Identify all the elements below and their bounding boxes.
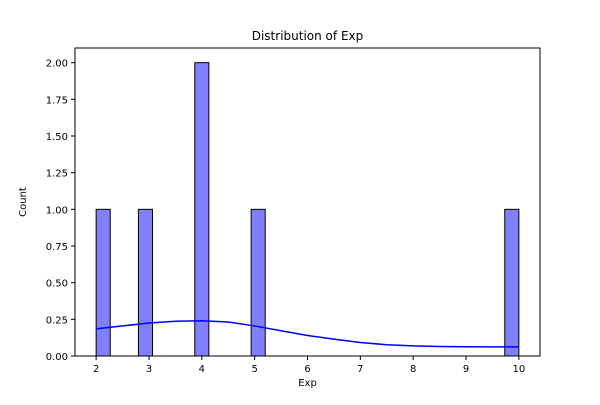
kde-line — [96, 320, 519, 348]
y-tick-label: 1.25 — [46, 169, 68, 180]
histogram-bar-1 — [137, 208, 154, 357]
x-tick-label: 9 — [463, 364, 469, 375]
y-tick-label: 0.00 — [46, 352, 68, 363]
y-axis-label: Count — [18, 187, 29, 217]
x-axis-label: Exp — [298, 378, 317, 389]
kde-layer — [96, 320, 519, 348]
y-tick-label: 2.00 — [46, 59, 68, 70]
histogram-bar-3 — [250, 208, 266, 357]
histogram-bar-0 — [95, 208, 111, 357]
x-tick-label: 10 — [512, 364, 525, 375]
x-tick-label: 7 — [357, 364, 363, 375]
x-tick-label: 8 — [410, 364, 416, 375]
y-tick-label: 1.00 — [46, 205, 68, 216]
x-tick-label: 3 — [146, 364, 152, 375]
y-tick-label: 0.75 — [46, 242, 68, 253]
y-tick-label: 1.50 — [46, 132, 68, 143]
histogram-bar-2 — [194, 62, 210, 357]
bars-layer — [95, 62, 520, 357]
x-tick-label: 5 — [251, 364, 257, 375]
x-axis-ticks: 2 3 4 5 6 7 8 9 10 — [93, 356, 525, 375]
x-tick-label: 4 — [199, 364, 205, 375]
chart-title: Distribution of Exp — [252, 29, 364, 43]
histogram-bar-4 — [504, 208, 520, 357]
x-tick-label: 6 — [304, 364, 310, 375]
y-tick-label: 1.75 — [46, 95, 68, 106]
x-tick-label: 2 — [93, 364, 99, 375]
y-tick-label: 0.25 — [46, 315, 68, 326]
y-tick-label: 0.50 — [46, 279, 68, 290]
y-axis-ticks: 0.00 0.25 0.50 0.75 1.00 1.25 1.50 1.75 2.00 — [46, 59, 75, 363]
